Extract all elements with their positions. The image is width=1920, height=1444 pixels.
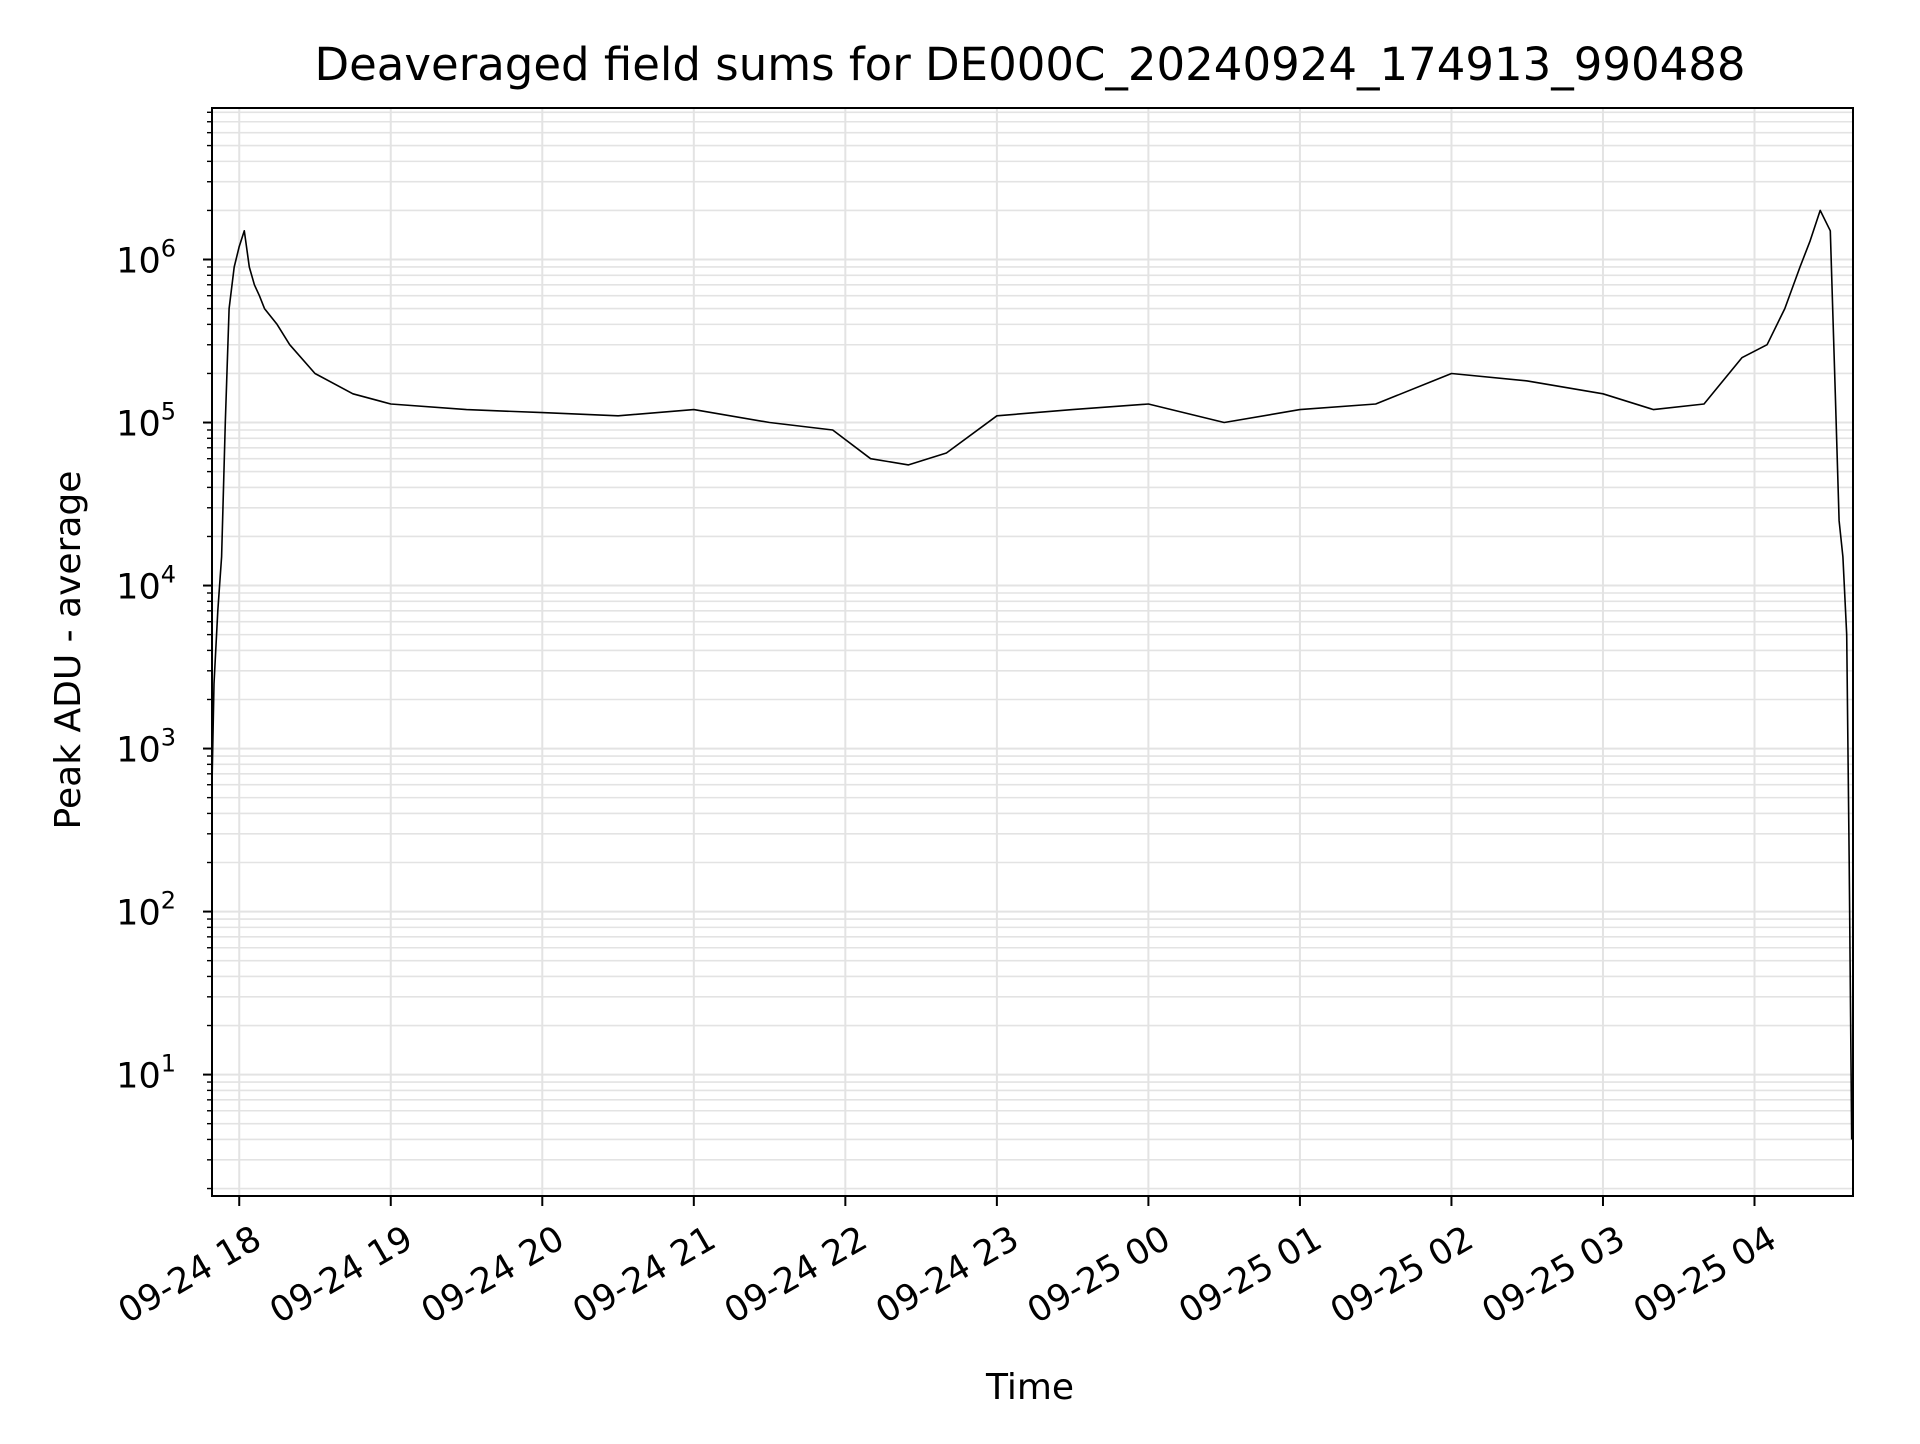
y-tick-label: 102	[116, 887, 176, 934]
y-tick-label: 103	[116, 724, 176, 771]
y-tick-label: 101	[116, 1050, 176, 1097]
y-axis: 101 102 103 104 105 106	[116, 111, 212, 1190]
y-tick-label: 105	[116, 398, 176, 445]
series-line	[211, 209, 1853, 1140]
y-tick-label: 104	[116, 561, 176, 608]
y-tick-label: 106	[116, 235, 176, 282]
chart-title: Deaveraged field sums for DE000C_2024092…	[314, 38, 1745, 91]
grid	[212, 108, 1853, 1196]
plot-frame	[211, 107, 1854, 1197]
series-layer	[211, 209, 1853, 1140]
x-axis-label: Time	[985, 1367, 1074, 1408]
y-axis-label: Peak ADU - average	[48, 471, 89, 830]
